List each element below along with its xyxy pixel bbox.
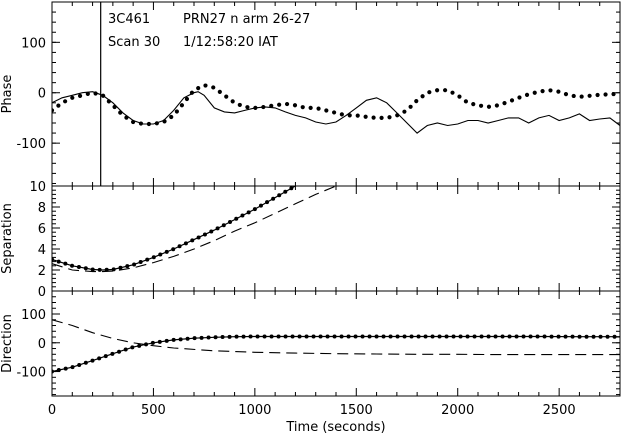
series-group <box>52 319 620 374</box>
y-axis-label: Phase <box>0 75 15 114</box>
x-tick-label: 2000 <box>441 403 474 418</box>
y-tick-label: 8 <box>38 201 46 216</box>
y-tick-label: 6 <box>38 222 46 237</box>
series-group <box>52 82 620 134</box>
y-tick-label: 100 <box>21 36 46 51</box>
x-tick-label: 2500 <box>543 403 576 418</box>
x-tick-label: 0 <box>48 403 56 418</box>
y-axis-label: Separation <box>0 203 15 274</box>
x-axis-label: Time (seconds) <box>285 420 385 434</box>
series-line <box>52 335 620 373</box>
y-axis-label: Direction <box>0 314 15 373</box>
y-tick-label: 2 <box>38 264 46 279</box>
y-tick-label: 100 <box>21 308 46 323</box>
y-tick-label: 0 <box>38 285 46 300</box>
x-tick-label: 500 <box>141 403 166 418</box>
annotation-block: 3C461 PRN27 n arm 26-27 Scan 30 1/12:58:… <box>108 12 310 50</box>
series-dots <box>52 334 620 374</box>
y-tick-label: 10 <box>29 180 46 195</box>
y-tick-label: -100 <box>16 137 46 152</box>
annotation-time: 1/12:58:20 IAT <box>183 35 278 50</box>
annotation-satellite: PRN27 n arm 26-27 <box>183 12 310 27</box>
panel-direction: -100 0 100 Direction <box>0 290 621 397</box>
x-tick-label: 1000 <box>238 403 271 418</box>
y-tick-label: 0 <box>38 337 46 352</box>
series-line <box>52 186 296 271</box>
y-tick-label: -100 <box>16 366 46 381</box>
y-tick-label: 0 <box>38 87 46 102</box>
series-dashed-line <box>52 319 620 356</box>
series-dots <box>52 82 620 127</box>
series-dots <box>52 186 298 273</box>
series-dashed-line <box>52 186 337 273</box>
series-group <box>52 186 337 273</box>
annotation-scan: Scan 30 <box>108 35 160 50</box>
annotation-source: 3C461 <box>108 12 150 27</box>
panel-phase: -100 0 100 Phase <box>0 1 621 187</box>
x-tick-label: 1500 <box>340 403 373 418</box>
panel-separation: 0 2 4 6 8 10 Separation <box>0 180 621 300</box>
y-tick-label: 4 <box>38 243 46 258</box>
panel-frame <box>51 185 621 292</box>
